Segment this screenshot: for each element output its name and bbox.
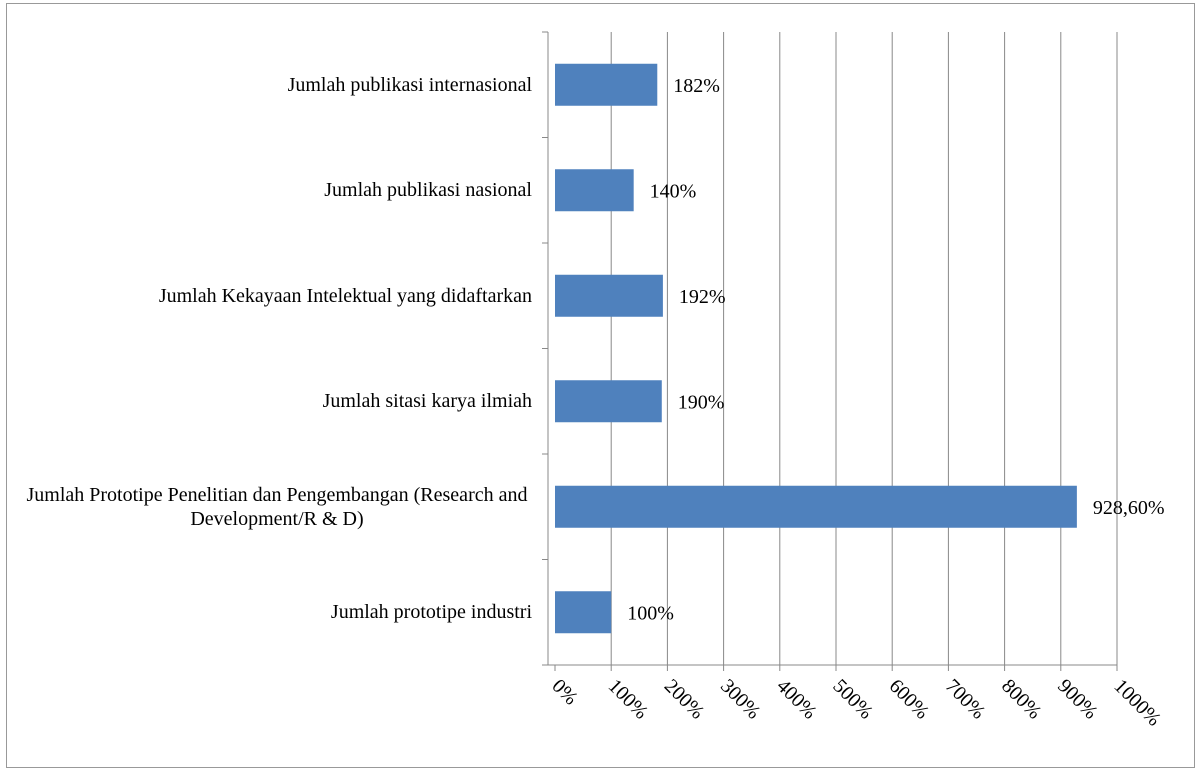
value-label: 182% [673, 75, 720, 97]
bar [555, 485, 1077, 528]
y-tick-label: Jumlah sitasi karya ilmiah [322, 390, 532, 413]
x-tick-label: 800% [997, 675, 1046, 724]
y-tick-label: Jumlah Kekayaan Intelektual yang didafta… [158, 284, 532, 307]
chart-border [6, 3, 1195, 768]
bar [555, 63, 658, 106]
value-label: 140% [650, 180, 697, 202]
bar [555, 274, 663, 317]
y-tick-label: Jumlah publikasi nasional [324, 179, 532, 202]
y-tick-label: Jumlah publikasi internasional [287, 73, 532, 96]
value-label: 100% [627, 602, 674, 624]
x-tick-label: 1000% [1109, 675, 1165, 731]
x-tick-label: 300% [716, 675, 765, 724]
x-tick-label: 600% [885, 675, 934, 724]
x-tick-label: 700% [941, 675, 990, 724]
x-tick-label: 400% [772, 675, 821, 724]
bar [555, 169, 634, 212]
y-tick-label: Jumlah Prototipe Penelitian dan Pengemba… [26, 483, 528, 530]
x-tick-label: 500% [828, 675, 877, 724]
x-tick-label: 200% [660, 675, 709, 724]
bar [555, 591, 612, 634]
y-tick-label: Jumlah prototipe industri [330, 601, 532, 624]
x-tick-label: 0% [547, 675, 581, 709]
value-label: 928,60% [1093, 497, 1165, 519]
value-label: 190% [678, 391, 725, 413]
value-label: 192% [679, 286, 726, 308]
x-tick-label: 100% [604, 675, 653, 724]
x-tick-label: 900% [1053, 675, 1102, 724]
bar [555, 380, 662, 423]
